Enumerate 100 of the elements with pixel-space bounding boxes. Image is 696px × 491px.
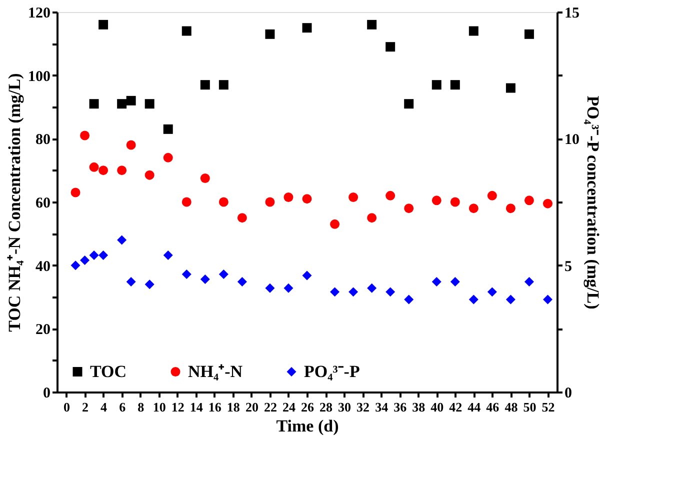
x-tick-label: 26: [301, 400, 314, 414]
point: [163, 152, 173, 162]
x-tick-label: 34: [375, 400, 389, 414]
x-axis-title: Time (d): [276, 416, 339, 436]
point: [237, 213, 247, 223]
x-tick-label: 44: [468, 400, 482, 414]
x-tick-label: 30: [338, 400, 352, 414]
point: [98, 250, 108, 260]
point: [450, 277, 460, 287]
x-tick-label: 28: [320, 400, 334, 414]
point: [302, 270, 312, 280]
point: [200, 274, 210, 284]
x-tick-label: 12: [171, 400, 184, 414]
x-tick-label: 32: [356, 400, 370, 414]
point: [144, 280, 154, 290]
point: [89, 250, 99, 260]
point: [284, 283, 294, 293]
point: [506, 294, 516, 304]
x-tick-label: 36: [394, 400, 408, 414]
y-tick-label: 20: [36, 322, 50, 338]
y2-tick-label: 15: [564, 6, 580, 22]
point: [506, 83, 516, 93]
point: [80, 130, 90, 140]
point: [98, 166, 108, 176]
point: [70, 188, 80, 198]
legend-label: TOC: [90, 362, 127, 381]
point: [237, 277, 247, 287]
point: [265, 29, 275, 39]
point: [386, 190, 396, 200]
point: [386, 42, 396, 52]
x-tick-label: 42: [449, 400, 462, 414]
point: [468, 204, 478, 214]
x-tick-label: 10: [152, 400, 166, 414]
point: [468, 26, 478, 36]
y2-axis-title: PO₄³⁻-P concentration (mg/L): [584, 96, 602, 310]
point: [200, 174, 210, 183]
point: [182, 197, 192, 207]
point: [218, 269, 228, 279]
point: [70, 260, 80, 270]
point: [182, 269, 192, 279]
point: [543, 294, 552, 304]
x-tick-label: 8: [138, 400, 145, 414]
point: [200, 80, 210, 90]
point: [144, 99, 154, 109]
point: [302, 194, 312, 204]
point: [524, 196, 534, 206]
legend-label: PO₄³⁻-P: [304, 362, 360, 381]
point: [330, 287, 340, 297]
point: [432, 80, 442, 90]
x-tick-label: 46: [486, 400, 500, 414]
point: [432, 277, 442, 287]
point: [117, 99, 127, 109]
point: [367, 213, 377, 223]
x-tick-label: 2: [82, 400, 89, 414]
point: [163, 124, 173, 134]
x-tick-label: 48: [504, 400, 518, 414]
y-tick-label: 0: [43, 386, 50, 402]
point: [89, 99, 99, 109]
x-tick-label: 20: [245, 400, 258, 414]
x-tick-label: 0: [64, 400, 70, 414]
point: [80, 256, 90, 266]
x-tick-label: 6: [119, 400, 126, 414]
point: [506, 204, 516, 214]
point: [218, 197, 228, 207]
point: [367, 283, 377, 293]
y2-tick-label: 5: [564, 258, 572, 275]
y-tick-label: 120: [28, 6, 50, 22]
x-tick-label: 18: [226, 400, 240, 414]
point: [404, 99, 414, 109]
point: [524, 29, 534, 39]
y-tick-label: 80: [36, 132, 50, 148]
y2-tick-label: 10: [564, 132, 580, 148]
y2-tick-label: 0: [564, 386, 572, 402]
point: [404, 294, 414, 304]
point: [163, 250, 173, 260]
x-tick-label: 38: [412, 400, 426, 414]
point: [524, 277, 534, 287]
point: [450, 197, 460, 207]
point: [117, 235, 127, 245]
point: [126, 140, 136, 150]
point: [543, 198, 552, 208]
point: [98, 20, 108, 30]
point: [330, 219, 340, 229]
y-tick-label: 100: [28, 68, 50, 85]
x-tick-label: 50: [523, 400, 536, 414]
y-tick-label: 40: [36, 258, 50, 275]
point: [126, 96, 136, 106]
point: [218, 80, 228, 90]
x-tick-label: 40: [430, 400, 444, 414]
x-tick-label: 24: [282, 400, 296, 414]
point: [284, 192, 294, 202]
point: [89, 162, 99, 172]
x-tick-label: 16: [208, 400, 222, 414]
y-tick-label: 60: [36, 196, 50, 212]
point: [182, 26, 192, 36]
point: [126, 277, 136, 287]
point: [302, 23, 312, 33]
point: [265, 283, 275, 293]
point: [450, 80, 460, 90]
point: [468, 294, 478, 304]
